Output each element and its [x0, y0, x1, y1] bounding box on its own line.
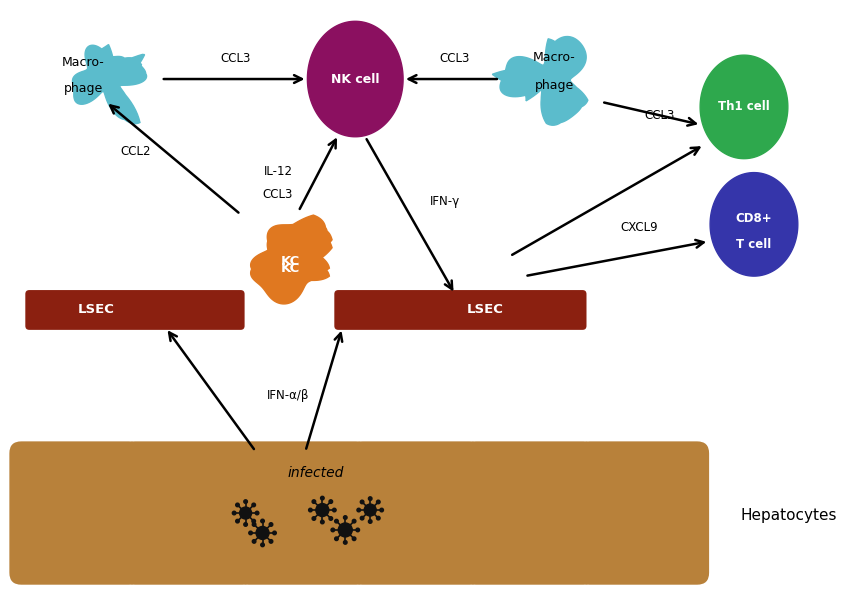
- Circle shape: [369, 520, 372, 524]
- Polygon shape: [250, 223, 332, 304]
- Circle shape: [273, 531, 276, 534]
- Circle shape: [335, 537, 338, 541]
- Text: Macro-: Macro-: [533, 51, 576, 64]
- Circle shape: [252, 519, 255, 523]
- Text: LSEC: LSEC: [78, 304, 115, 316]
- Circle shape: [269, 539, 273, 543]
- Text: IFN-γ: IFN-γ: [430, 195, 460, 208]
- Circle shape: [352, 537, 356, 541]
- Circle shape: [249, 531, 252, 534]
- Circle shape: [356, 528, 360, 531]
- Circle shape: [329, 517, 332, 521]
- FancyBboxPatch shape: [25, 290, 244, 330]
- Text: CCL3: CCL3: [262, 188, 293, 201]
- Circle shape: [364, 504, 376, 516]
- Circle shape: [376, 500, 380, 504]
- Text: IFN-α/β: IFN-α/β: [268, 389, 310, 402]
- Text: Macro-: Macro-: [62, 56, 104, 68]
- Circle shape: [338, 523, 352, 537]
- Text: infected: infected: [287, 466, 343, 480]
- Circle shape: [312, 500, 316, 504]
- FancyBboxPatch shape: [236, 441, 369, 585]
- Circle shape: [335, 519, 338, 523]
- FancyBboxPatch shape: [464, 441, 595, 585]
- Circle shape: [252, 523, 256, 526]
- Circle shape: [261, 543, 264, 547]
- Circle shape: [343, 516, 347, 519]
- Text: Th1 cell: Th1 cell: [718, 101, 770, 113]
- Text: KC: KC: [280, 255, 300, 268]
- Text: CD8+: CD8+: [735, 212, 772, 225]
- Text: IL-12: IL-12: [263, 165, 293, 178]
- Polygon shape: [72, 45, 147, 124]
- Polygon shape: [492, 36, 588, 125]
- Text: CXCL9: CXCL9: [620, 221, 658, 235]
- Circle shape: [332, 508, 336, 512]
- Circle shape: [331, 528, 335, 531]
- Circle shape: [380, 508, 383, 512]
- Circle shape: [376, 516, 380, 520]
- FancyBboxPatch shape: [350, 441, 482, 585]
- FancyBboxPatch shape: [334, 290, 587, 330]
- Text: NK cell: NK cell: [331, 73, 380, 85]
- Circle shape: [240, 507, 252, 519]
- Polygon shape: [700, 55, 788, 159]
- Circle shape: [232, 511, 236, 515]
- FancyBboxPatch shape: [123, 441, 255, 585]
- Circle shape: [252, 539, 256, 543]
- Circle shape: [312, 517, 316, 521]
- Text: CCL3: CCL3: [644, 109, 675, 122]
- Circle shape: [236, 519, 239, 523]
- Circle shape: [369, 497, 372, 501]
- Text: CCL2: CCL2: [121, 145, 151, 158]
- Text: LSEC: LSEC: [466, 304, 503, 316]
- FancyBboxPatch shape: [9, 441, 141, 585]
- Circle shape: [343, 541, 347, 544]
- Polygon shape: [307, 21, 403, 137]
- Circle shape: [329, 500, 332, 504]
- Circle shape: [357, 508, 361, 512]
- Circle shape: [316, 504, 329, 516]
- Text: T cell: T cell: [736, 238, 772, 251]
- Circle shape: [256, 527, 269, 539]
- Text: phage: phage: [535, 79, 574, 92]
- Circle shape: [244, 500, 248, 504]
- Circle shape: [360, 500, 364, 504]
- Text: KC: KC: [280, 262, 300, 275]
- Circle shape: [352, 519, 356, 523]
- Polygon shape: [250, 215, 332, 296]
- Text: CCL3: CCL3: [220, 52, 251, 65]
- Circle shape: [236, 503, 239, 507]
- Text: CCL3: CCL3: [440, 52, 470, 65]
- Circle shape: [261, 519, 264, 523]
- FancyBboxPatch shape: [577, 441, 709, 585]
- Circle shape: [244, 523, 248, 526]
- Circle shape: [269, 523, 273, 526]
- Polygon shape: [710, 173, 797, 276]
- Text: Hepatocytes: Hepatocytes: [740, 507, 837, 522]
- Circle shape: [255, 511, 259, 515]
- Circle shape: [320, 520, 324, 524]
- Circle shape: [309, 508, 312, 512]
- Circle shape: [360, 516, 364, 520]
- Text: phage: phage: [64, 82, 103, 96]
- Circle shape: [320, 496, 324, 500]
- Circle shape: [252, 503, 255, 507]
